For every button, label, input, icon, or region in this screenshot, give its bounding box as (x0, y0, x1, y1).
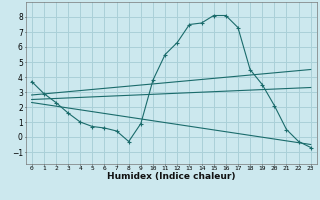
X-axis label: Humidex (Indice chaleur): Humidex (Indice chaleur) (107, 172, 236, 181)
